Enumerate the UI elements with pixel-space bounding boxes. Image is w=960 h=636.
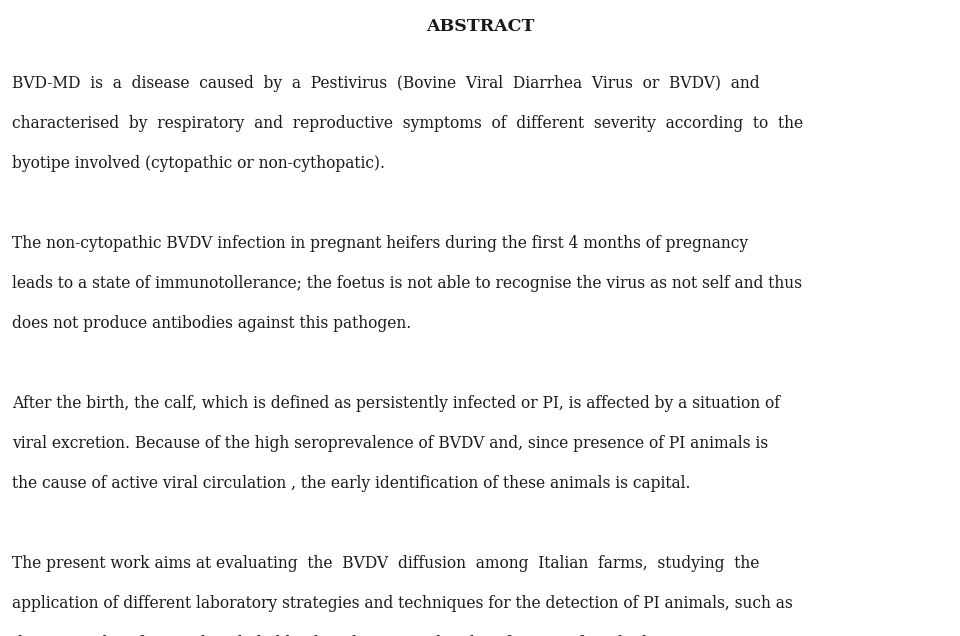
Text: characterised  by  respiratory  and  reproductive  symptoms  of  different  seve: characterised by respiratory and reprodu… bbox=[12, 115, 804, 132]
Text: The present work aims at evaluating  the  BVDV  diffusion  among  Italian  farms: The present work aims at evaluating the … bbox=[12, 555, 759, 572]
Text: After the birth, the calf, which is defined as persistently infected or PI, is a: After the birth, the calf, which is defi… bbox=[12, 395, 780, 412]
Text: does not produce antibodies against this pathogen.: does not produce antibodies against this… bbox=[12, 315, 411, 332]
Text: the cause of active viral circulation , the early identification of these animal: the cause of active viral circulation , … bbox=[12, 475, 690, 492]
Text: leads to a state of immunotollerance; the foetus is not able to recognise the vi: leads to a state of immunotollerance; th… bbox=[12, 275, 802, 292]
Text: application of different laboratory strategies and techniques for the detection : application of different laboratory stra… bbox=[12, 595, 793, 612]
Text: viral excretion. Because of the high seroprevalence of BVDV and, since presence : viral excretion. Because of the high ser… bbox=[12, 435, 768, 452]
Text: byotipe involved (cytopathic or non-cythopatic).: byotipe involved (cytopathic or non-cyth… bbox=[12, 155, 385, 172]
Text: the BVDV identification by whole blood pooling PCR, the identification of antibo: the BVDV identification by whole blood p… bbox=[12, 635, 775, 636]
Text: The non-cytopathic BVDV infection in pregnant heifers during the first 4 months : The non-cytopathic BVDV infection in pre… bbox=[12, 235, 748, 252]
Text: BVD-MD  is  a  disease  caused  by  a  Pestivirus  (Bovine  Viral  Diarrhea  Vir: BVD-MD is a disease caused by a Pestivir… bbox=[12, 75, 759, 92]
Text: ABSTRACT: ABSTRACT bbox=[426, 18, 534, 35]
